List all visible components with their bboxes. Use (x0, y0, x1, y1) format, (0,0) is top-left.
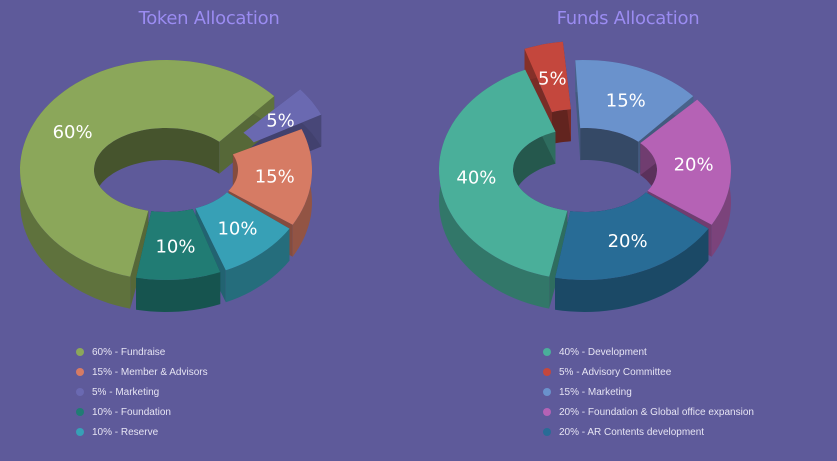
token-slice-5-marketing[interactable] (243, 89, 322, 143)
token-data-label: 10% (217, 218, 257, 239)
token-allocation-panel: Token Allocation 60% 5% 15% 10% 10% 60% - Fu… (0, 0, 418, 461)
chart-title: Token Allocation (138, 8, 280, 29)
funds-slice-15-marketing[interactable] (575, 60, 694, 142)
token-slice-outer-wall (136, 272, 221, 312)
funds-slice-inner-wall (552, 109, 571, 145)
legend-item[interactable]: 20% - Foundation & Global office expansi… (543, 402, 754, 422)
token-slice-end-wall (130, 210, 149, 309)
legend-item[interactable]: 5% - Advisory Committee (543, 362, 754, 382)
legend-dot (543, 348, 551, 356)
legend-dot (76, 368, 84, 376)
legend-label: 15% - Member & Advisors (92, 366, 208, 378)
funds-allocation-legend: 40% - Development 5% - Advisory Committe… (543, 342, 754, 442)
funds-data-label: 5% (538, 68, 567, 89)
funds-slice-20-foundation-global-office-expansion[interactable] (640, 99, 731, 225)
legend-label: 20% - Foundation & Global office expansi… (559, 406, 754, 418)
legend-item[interactable]: 5% - Marketing (76, 382, 208, 402)
token-data-label: 15% (255, 166, 295, 187)
token-slice-15-member-advisors[interactable] (228, 129, 313, 225)
token-slice-10-foundation[interactable] (136, 209, 221, 280)
legend-label: 10% - Reserve (92, 426, 159, 438)
token-data-label: 60% (53, 122, 93, 143)
legend-dot (543, 408, 551, 416)
legend-item[interactable]: 15% - Marketing (543, 382, 754, 402)
legend-label: 60% - Fundraise (92, 346, 166, 358)
legend-label: 15% - Marketing (559, 386, 632, 398)
legend-label: 20% - AR Contents development (559, 426, 705, 438)
legend-dot (76, 388, 84, 396)
token-slice-60-fundraise[interactable] (20, 60, 275, 277)
legend-item[interactable]: 60% - Fundraise (76, 342, 208, 362)
legend-dot (543, 388, 551, 396)
token-slice-outer-wall (225, 228, 290, 303)
token-allocation-donut: 60% 5% 15% 10% 10% (20, 60, 322, 312)
legend-item[interactable]: 10% - Reserve (76, 422, 208, 442)
funds-slice-5-advisory-committee[interactable] (524, 41, 571, 113)
legend-item[interactable]: 10% - Foundation (76, 402, 208, 422)
legend-item[interactable]: 20% - AR Contents development (543, 422, 754, 442)
token-data-label: 5% (266, 110, 295, 131)
legend-label: 5% - Advisory Committee (559, 366, 672, 378)
funds-data-label: 40% (456, 168, 496, 189)
funds-slice-end-wall (549, 210, 568, 309)
legend-label: 10% - Foundation (92, 406, 171, 418)
token-allocation-legend: 60% - Fundraise 15% - Member & Advisors … (76, 342, 208, 442)
funds-slice-40-development[interactable] (439, 69, 568, 277)
legend-item[interactable]: 40% - Development (543, 342, 754, 362)
token-data-label: 10% (155, 237, 195, 258)
funds-data-label: 20% (674, 154, 714, 175)
funds-allocation-donut: 40% 5% 15% 20% 20% (439, 41, 731, 312)
funds-allocation-panel: Funds Allocation 40% 5% 15% 20% 20% 40% - De… (419, 0, 837, 461)
legend-dot (76, 428, 84, 436)
legend-dot (76, 408, 84, 416)
token-slice-10-reserve[interactable] (195, 192, 290, 271)
funds-slice-inner-wall (580, 128, 639, 174)
legend-label: 5% - Marketing (92, 386, 160, 398)
funds-slice-20-ar-contents-development[interactable] (555, 192, 709, 280)
funds-slice-outer-wall (555, 228, 709, 312)
chart-title: Funds Allocation (556, 8, 700, 29)
legend-dot (543, 368, 551, 376)
legend-dot (76, 348, 84, 356)
funds-data-label: 15% (606, 91, 646, 112)
legend-dot (543, 428, 551, 436)
legend-label: 40% - Development (559, 346, 647, 358)
legend-item[interactable]: 15% - Member & Advisors (76, 362, 208, 382)
funds-data-label: 20% (608, 231, 648, 252)
